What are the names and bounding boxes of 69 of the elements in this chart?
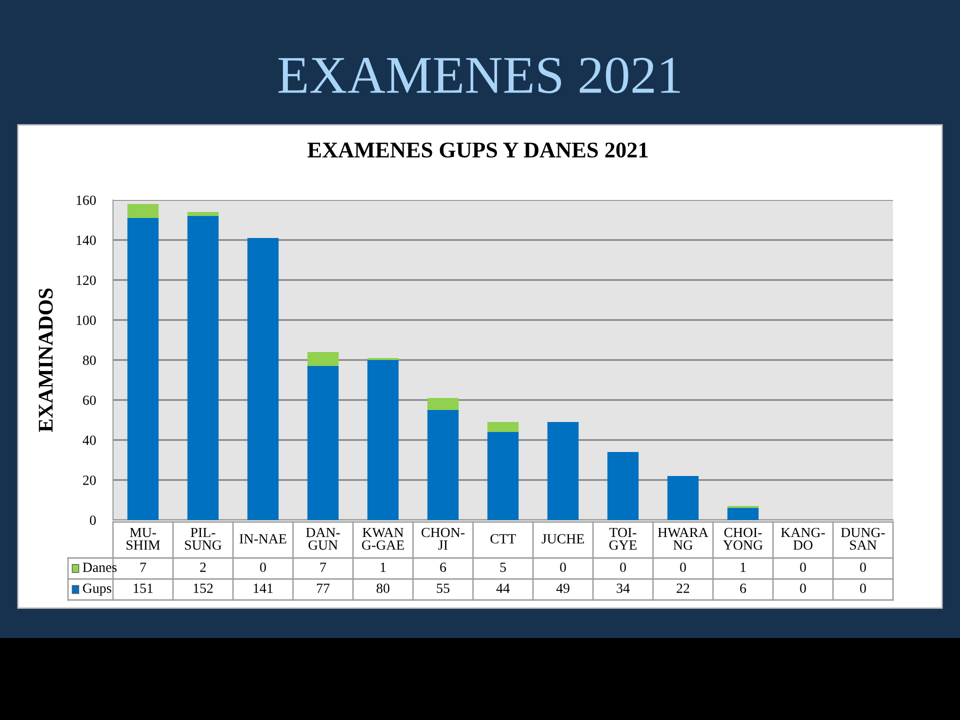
data-label: 0 (860, 562, 866, 572)
x-tick-label: TOI- GYE (609, 528, 637, 550)
bar (727, 508, 759, 520)
bar (427, 398, 459, 410)
bar (247, 238, 279, 520)
bar (607, 452, 639, 520)
y-tick-label: 140 (76, 236, 96, 245)
bar (187, 212, 219, 216)
x-tick-label: CHOI- YONG (723, 528, 763, 550)
y-tick-label: 40 (82, 436, 96, 445)
x-tick-label: CTT (490, 534, 516, 544)
x-tick-label: MU- SHIM (126, 528, 160, 550)
data-label: 6 (740, 584, 746, 593)
y-tick-label: 160 (76, 196, 96, 205)
data-label: 49 (556, 584, 570, 593)
data-label: 151 (134, 584, 153, 593)
bar (127, 218, 159, 520)
y-tick-label: 60 (83, 396, 96, 405)
x-tick-label: KWAN G-GAE (362, 528, 404, 550)
x-tick-label: CHON- JI (422, 528, 464, 550)
y-axis-title: EXAMINADOS (38, 288, 53, 432)
data-label: 2 (200, 562, 206, 572)
chart-subtitle: EXAMENES GUPS Y DANES 2021 (308, 142, 648, 158)
data-label: 7 (140, 562, 146, 572)
bar (367, 360, 399, 520)
bar (307, 366, 339, 520)
data-label: 6 (440, 562, 446, 572)
data-label: 5 (500, 562, 506, 572)
data-label: 0 (800, 562, 806, 572)
bar (307, 352, 339, 366)
data-label: 0 (560, 562, 566, 572)
data-label: 77 (316, 584, 330, 593)
data-label: 44 (496, 584, 510, 593)
bar (487, 422, 519, 432)
bar (547, 422, 579, 520)
bar (127, 204, 159, 218)
data-label: 0 (680, 562, 686, 572)
bar (667, 476, 699, 520)
data-label: 0 (800, 584, 806, 593)
data-label: 0 (620, 562, 626, 572)
bar (187, 216, 219, 520)
legend-label: Danes (82, 562, 117, 572)
y-tick-label: 120 (76, 276, 96, 285)
data-label: 80 (376, 584, 390, 593)
x-tick-label: PIL- SUNG (185, 528, 222, 550)
x-tick-label: JUCHE (542, 534, 584, 544)
data-label: 152 (194, 584, 213, 593)
y-tick-label: 0 (90, 516, 96, 525)
bar (487, 432, 519, 520)
x-tick-label: HWARA NG (658, 528, 708, 550)
data-label: 7 (320, 562, 326, 572)
data-label: 22 (676, 584, 690, 593)
y-tick-label: 80 (82, 356, 96, 365)
data-label: 55 (436, 584, 450, 593)
legend-label: Gups (82, 584, 112, 596)
data-label: 1 (740, 562, 746, 572)
data-label: 0 (260, 562, 266, 572)
chart-title: EXAMENES 2021 (278, 58, 680, 94)
y-tick-label: 100 (76, 316, 96, 325)
bar (427, 410, 459, 520)
data-label: 1 (380, 562, 386, 572)
data-label: 0 (860, 584, 866, 593)
y-tick-label: 20 (83, 476, 96, 485)
data-label: 34 (616, 584, 630, 593)
x-tick-label: KANG- DO (781, 528, 825, 550)
x-tick-label: IN-NAE (240, 534, 286, 544)
data-label: 141 (254, 584, 273, 593)
x-tick-label: DUNG- SAN (841, 528, 885, 550)
x-tick-label: DAN- GUN (306, 528, 340, 550)
